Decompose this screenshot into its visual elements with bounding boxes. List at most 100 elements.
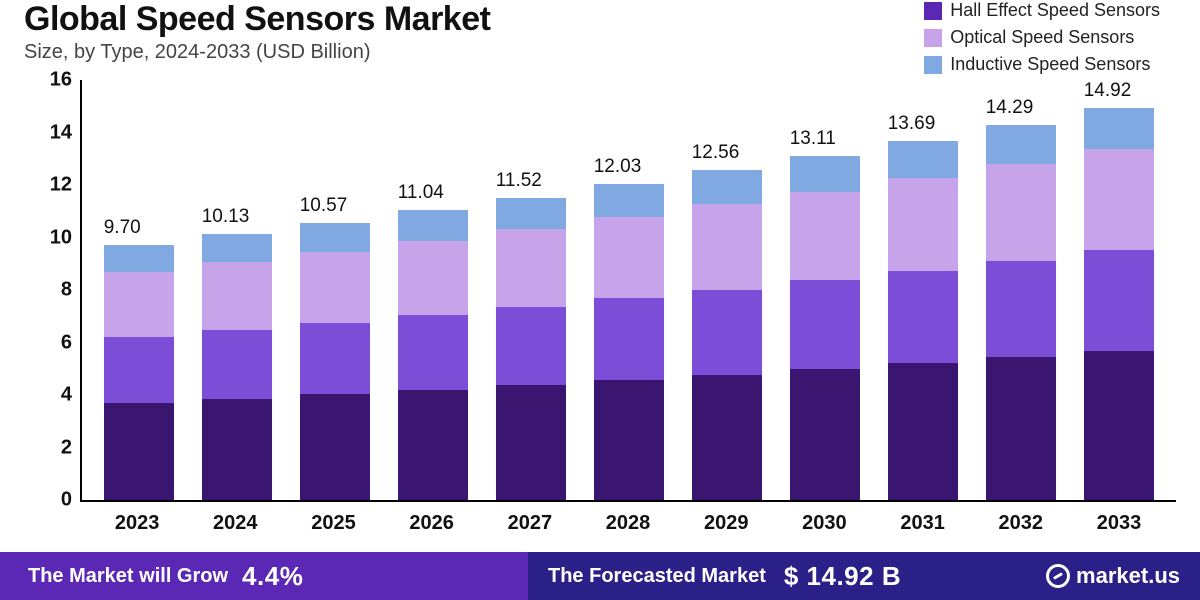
legend-label: Optical Speed Sensors (950, 27, 1134, 48)
legend: Hall Effect Speed Sensors Optical Speed S… (924, 0, 1160, 75)
bar-segment (692, 375, 763, 500)
bar-group: 14.29 (972, 125, 1070, 500)
stacked-bar: 13.11 (790, 156, 861, 500)
y-axis: 0246810121416 (24, 80, 80, 500)
bar-segment (594, 380, 665, 500)
x-tick: 2033 (1070, 502, 1168, 540)
bar-segment (986, 125, 1057, 164)
legend-swatch (924, 56, 942, 74)
stacked-bar: 14.92 (1084, 108, 1155, 500)
legend-swatch (924, 29, 942, 47)
bar-segment (692, 290, 763, 375)
bar-segment (496, 198, 567, 229)
bar-segment (986, 357, 1057, 500)
y-tick: 8 (61, 279, 72, 302)
bar-group: 10.57 (286, 223, 384, 500)
bar-segment (790, 192, 861, 281)
stacked-bar: 10.57 (300, 223, 371, 500)
forecast-label: The Forecasted Market (548, 565, 766, 588)
x-tick: 2025 (284, 502, 382, 540)
bar-segment (790, 280, 861, 369)
plot-area: 9.70 10.13 10.57 11.04 11.52 12.03 12.56 13.11 1… (80, 80, 1176, 500)
bar-segment (790, 369, 861, 500)
bar-segment (888, 271, 959, 364)
x-tick: 2031 (874, 502, 972, 540)
bar-value-label: 10.13 (202, 206, 250, 228)
bar-segment (398, 390, 469, 500)
bar-value-label: 10.57 (300, 195, 348, 217)
bar-segment (1084, 149, 1155, 250)
x-tick: 2023 (88, 502, 186, 540)
bar-value-label: 13.11 (790, 128, 836, 150)
bar-group: 10.13 (188, 234, 286, 500)
x-tick: 2027 (481, 502, 579, 540)
bar-segment (496, 229, 567, 307)
bar-segment (986, 261, 1057, 358)
y-tick: 16 (50, 69, 72, 92)
x-axis: 2023202420252026202720282029203020312032… (80, 500, 1176, 540)
stacked-bar: 9.70 (104, 245, 175, 500)
footer-banner: The Market will Grow 4.4% The Forecasted… (0, 552, 1200, 600)
bar-segment (300, 252, 371, 323)
stacked-bar: 11.04 (398, 210, 469, 500)
bar-group: 11.52 (482, 198, 580, 500)
bar-value-label: 12.56 (692, 142, 740, 164)
x-tick: 2032 (972, 502, 1070, 540)
stacked-bar: 10.13 (202, 234, 273, 500)
bar-group: 14.92 (1070, 108, 1168, 500)
bar-segment (986, 164, 1057, 261)
bar-segment (202, 262, 273, 331)
bar-segment (300, 323, 371, 394)
y-tick: 6 (61, 331, 72, 354)
bar-segment (104, 403, 175, 500)
cagr-value: 4.4% (242, 561, 303, 592)
bar-segment (692, 170, 763, 204)
brand-text: market.us (1076, 563, 1180, 589)
stacked-bar: 14.29 (986, 125, 1057, 500)
bar-segment (104, 245, 175, 271)
bar-group: 12.03 (580, 184, 678, 500)
legend-item: Optical Speed Sensors (924, 27, 1160, 48)
x-tick: 2024 (186, 502, 284, 540)
x-tick: 2030 (775, 502, 873, 540)
bar-value-label: 14.29 (986, 97, 1034, 119)
stacked-bar: 13.69 (888, 141, 959, 500)
stacked-bar: 12.56 (692, 170, 763, 500)
stacked-bar: 11.52 (496, 198, 567, 500)
bar-segment (398, 241, 469, 316)
bar-segment (594, 217, 665, 298)
bar-group: 11.04 (384, 210, 482, 500)
bar-segment (1084, 250, 1155, 351)
bar-segment (104, 337, 175, 403)
y-tick: 0 (61, 489, 72, 512)
bar-segment (104, 272, 175, 338)
y-tick: 2 (61, 436, 72, 459)
brand: market.us (1046, 563, 1180, 589)
bar-value-label: 14.92 (1084, 80, 1132, 102)
x-tick: 2028 (579, 502, 677, 540)
bars-container: 9.70 10.13 10.57 11.04 11.52 12.03 12.56 13.11 1… (82, 80, 1176, 500)
legend-swatch (924, 2, 942, 20)
bar-value-label: 11.04 (398, 182, 444, 204)
legend-label: Inductive Speed Sensors (950, 54, 1150, 75)
bar-segment (202, 399, 273, 500)
bar-segment (790, 156, 861, 192)
bar-segment (888, 178, 959, 271)
bar-segment (496, 307, 567, 385)
gauge-icon (1046, 564, 1070, 588)
footer-left: The Market will Grow 4.4% (0, 552, 528, 600)
grow-label: The Market will Grow (28, 565, 228, 588)
bar-value-label: 11.52 (496, 170, 542, 192)
bar-group: 12.56 (678, 170, 776, 500)
stacked-bar: 12.03 (594, 184, 665, 500)
chart-area: 0246810121416 9.7010.1310.5711.0411.5212… (24, 80, 1176, 540)
bar-segment (398, 210, 469, 240)
bar-group: 9.70 (90, 245, 188, 500)
bar-segment (594, 298, 665, 379)
bar-segment (888, 363, 959, 500)
bar-segment (594, 184, 665, 217)
bar-segment (496, 385, 567, 500)
legend-item: Hall Effect Speed Sensors (924, 0, 1160, 21)
footer-right: The Forecasted Market $ 14.92 B market.u… (528, 552, 1200, 600)
x-tick: 2029 (677, 502, 775, 540)
